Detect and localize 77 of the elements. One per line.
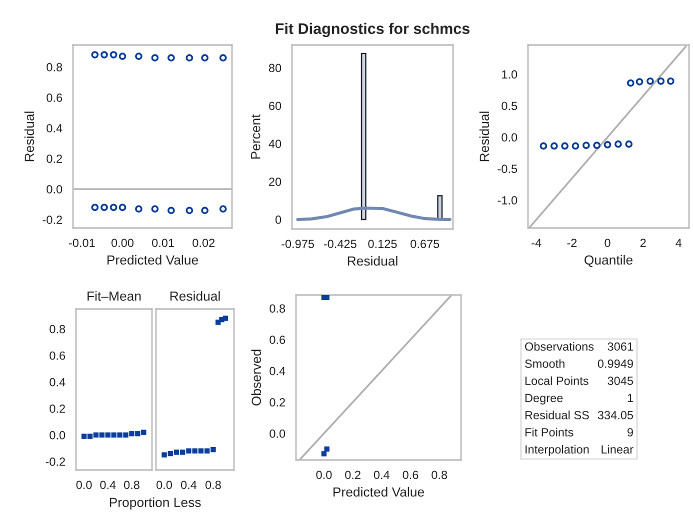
x-tick-label: 0.0: [156, 480, 172, 490]
chart-title: Fit Diagnostics for schmcs: [276, 22, 470, 38]
x-tick-label: 0.675: [410, 240, 440, 248]
text: Degree: [525, 394, 563, 405]
text: 3061: [608, 342, 633, 351]
x-axis-title: Quantile: [584, 254, 632, 268]
y-axis-title: Residual: [479, 112, 490, 162]
y-tick-label: 20: [269, 178, 282, 186]
x-tick-label: 0.4: [180, 480, 197, 490]
x-tick-label: 0.00: [111, 238, 134, 248]
x-tick-label: 0.02: [192, 238, 215, 248]
text: Smooth: [525, 359, 564, 368]
y-tick-label: 0.2: [50, 404, 65, 413]
text: 0.9949: [598, 360, 633, 368]
y-tick-label: -0.2: [42, 216, 62, 224]
y-tick-label: 80: [268, 64, 282, 72]
text: 3045: [608, 376, 634, 386]
y-tick-label: 0.4: [46, 124, 62, 132]
x-tick-label: 0.4: [374, 470, 390, 480]
y-tick-label: 0.8: [46, 63, 62, 72]
text: Residual SS: [525, 410, 589, 420]
chart-title: Fit–Mean: [88, 291, 141, 301]
y-tick-label: 0.0: [270, 429, 286, 438]
x-tick-label: -0.01: [68, 238, 95, 248]
chart-title: Residual: [170, 291, 220, 301]
x-axis-title: Predicted Value: [333, 486, 424, 497]
y-tick-label: 0.6: [46, 94, 62, 102]
text: Interpolation: [526, 444, 589, 456]
text: Local Points: [525, 376, 588, 386]
y-tick-label: 0.4: [50, 378, 66, 386]
y-axis-title: Percent: [251, 114, 260, 159]
x-tick-label: 0: [604, 238, 610, 248]
y-tick-label: -0.2: [46, 458, 65, 466]
x-tick-label: 4: [676, 238, 682, 247]
y-axis-title: Residual: [24, 112, 34, 162]
x-tick-label: 0.0: [316, 470, 332, 480]
text: Fit Points: [525, 428, 574, 436]
y-tick-label: -1.0: [498, 196, 518, 205]
x-tick-label: 0.2: [345, 470, 360, 480]
y-tick-label: 0.0: [502, 133, 518, 142]
x-axis-title: Residual: [348, 256, 398, 266]
x-tick-label: 0.01: [152, 238, 174, 248]
y-tick-label: 0.4: [270, 366, 286, 376]
y-tick-label: 0.6: [270, 336, 286, 344]
y-axis-title: Observed: [251, 350, 262, 406]
x-tick-label: 0.125: [368, 240, 397, 248]
x-tick-label: -0.425: [324, 240, 356, 248]
x-axis-title: Proportion Less: [110, 497, 201, 510]
x-tick-label: 0.6: [402, 470, 418, 480]
y-tick-label: 0.0: [50, 431, 66, 440]
x-tick-label: 0.4: [100, 480, 116, 490]
y-tick-label: 0.2: [46, 154, 62, 163]
y-tick-label: 60: [269, 102, 282, 110]
y-tick-label: 40: [268, 140, 282, 148]
x-axis-title: Predicted Value: [107, 254, 198, 265]
y-tick-label: 0.2: [270, 398, 285, 407]
y-tick-label: 0: [275, 216, 282, 224]
x-tick-label: 0.8: [432, 470, 448, 480]
x-tick-label: 0.0: [76, 480, 92, 490]
y-tick-label: -0.5: [498, 164, 518, 174]
x-tick-label: 0.8: [205, 480, 221, 490]
x-tick-label: -0.975: [282, 240, 314, 248]
text: 1: [628, 394, 633, 402]
x-tick-label: 2: [640, 238, 646, 247]
y-tick-label: 0.8: [270, 304, 286, 313]
text: Linear: [602, 444, 634, 454]
text: Observations: [525, 342, 594, 351]
y-tick-label: 0.6: [50, 351, 66, 360]
x-tick-label: 0.8: [124, 480, 140, 490]
y-tick-label: 0.5: [502, 102, 518, 110]
y-tick-label: 0.0: [46, 185, 62, 194]
text: 9: [628, 428, 633, 436]
y-tick-label: 0.8: [50, 324, 66, 334]
x-tick-label: -2: [567, 238, 577, 247]
text: 334.05: [598, 410, 634, 420]
y-tick-label: 1.0: [502, 70, 518, 79]
x-tick-label: -4: [532, 238, 542, 247]
